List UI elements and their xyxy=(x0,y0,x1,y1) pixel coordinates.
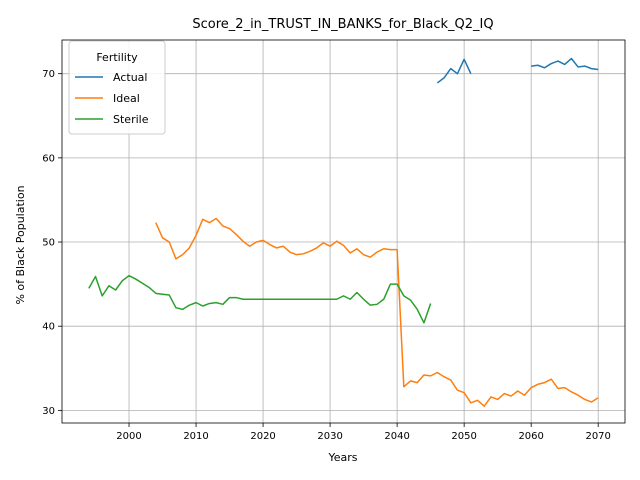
x-tick-label: 2040 xyxy=(384,431,409,442)
legend: Fertility Actual Ideal Sterile xyxy=(68,40,166,135)
plot-frame xyxy=(61,39,626,424)
y-tick-label: 50 xyxy=(42,238,55,249)
series-layer xyxy=(88,57,599,407)
y-axis: 30 40 50 60 70 xyxy=(42,69,62,417)
y-tick-label: 60 xyxy=(42,153,55,164)
series-line-actual xyxy=(436,58,472,84)
x-axis: 2000 2010 2020 2030 2040 2050 2060 2070 xyxy=(116,423,611,442)
x-tick-label: 2030 xyxy=(317,431,342,442)
legend-entries: Actual Ideal Sterile xyxy=(75,71,149,126)
x-tick-label: 2050 xyxy=(451,431,476,442)
legend-label-ideal: Ideal xyxy=(113,92,140,105)
x-tick-label: 2010 xyxy=(183,431,208,442)
series-line-sterile xyxy=(88,274,432,324)
x-tick-label: 2020 xyxy=(250,431,275,442)
legend-box xyxy=(68,40,166,135)
y-tick-label: 70 xyxy=(42,69,55,80)
legend-label-sterile: Sterile xyxy=(113,113,149,126)
y-tick-label: 40 xyxy=(42,322,55,333)
y-axis-title: % of Black Population xyxy=(14,185,27,304)
grid-lines xyxy=(62,40,625,423)
x-tick-label: 2060 xyxy=(518,431,543,442)
legend-title: Fertility xyxy=(96,51,138,64)
x-axis-title: Years xyxy=(327,451,357,464)
series-line-ideal xyxy=(155,217,599,407)
y-tick-label: 30 xyxy=(42,406,55,417)
x-tick-label: 2000 xyxy=(116,431,141,442)
legend-label-actual: Actual xyxy=(113,71,147,84)
x-tick-label: 2070 xyxy=(585,431,610,442)
chart-title: Score_2_in_TRUST_IN_BANKS_for_Black_Q2_I… xyxy=(192,17,493,32)
series-line-actual xyxy=(531,57,599,71)
